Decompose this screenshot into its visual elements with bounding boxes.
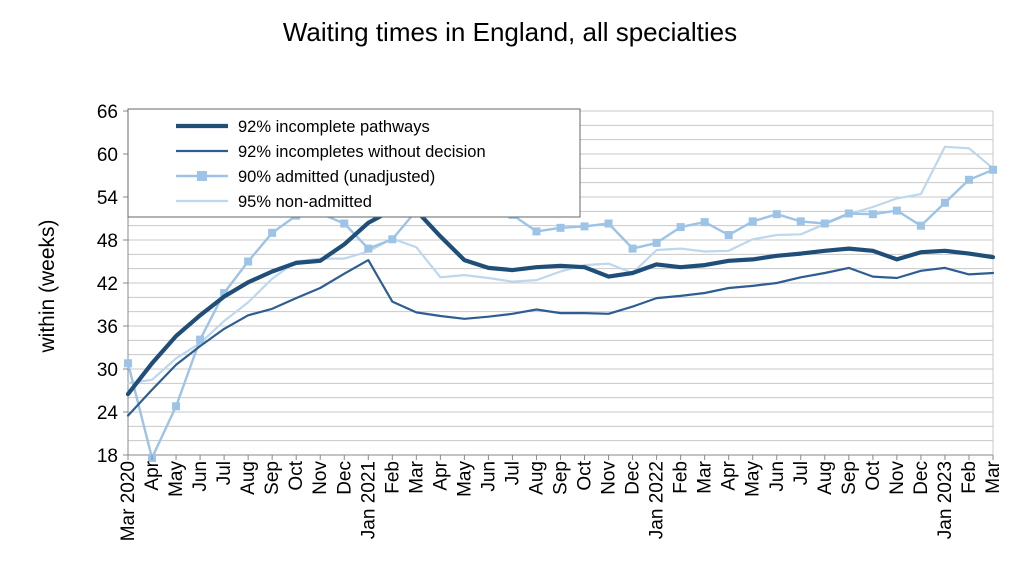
x-tick-label: Apr [430, 460, 451, 490]
x-tick-label: Feb [671, 461, 692, 494]
series-marker [964, 175, 973, 184]
x-tick-label: Aug [815, 461, 836, 495]
series-marker [916, 221, 925, 230]
x-tick-label: May [166, 461, 187, 497]
series-1 [126, 259, 995, 417]
y-axis-ticks: 18 24 30 36 42 48 54 60 66 [97, 102, 128, 467]
x-tick-label: Dec [911, 461, 932, 495]
x-tick-label: Jan 2023 [935, 461, 956, 539]
x-tick-label: Mar [406, 460, 427, 493]
legend-label: 90% admitted (unadjusted) [238, 168, 435, 186]
x-tick-label: May [743, 461, 764, 497]
x-tick-label: Mar [983, 460, 1004, 493]
series-marker [868, 210, 877, 219]
series-marker [700, 218, 709, 227]
y-tick-label: 48 [97, 231, 118, 252]
y-axis-label: within (weeks) [36, 219, 59, 353]
series-marker [676, 223, 685, 232]
legend-item: 92% incomplete pathways [176, 118, 430, 136]
x-tick-label: Sep [839, 461, 860, 495]
series-marker [556, 223, 565, 232]
x-tick-label: Oct [575, 460, 596, 490]
x-tick-label: Jul [791, 461, 812, 485]
series-marker [532, 227, 541, 236]
series-marker [172, 402, 181, 411]
series-0 [125, 207, 996, 397]
x-tick-label: Nov [599, 461, 620, 495]
legend-label: 92% incompletes without decision [238, 143, 486, 161]
x-tick-label: Jan 2021 [358, 461, 379, 539]
x-tick-label: Dec [623, 461, 644, 495]
x-tick-label: Apr [719, 460, 740, 490]
series-marker [340, 219, 349, 228]
series-marker [989, 165, 997, 174]
x-tick-label: Jun [767, 461, 788, 492]
y-tick-label: 60 [97, 145, 118, 166]
legend-label: 92% incomplete pathways [238, 118, 430, 136]
series-marker [244, 257, 253, 266]
series-marker [820, 219, 829, 228]
y-tick-label: 24 [97, 403, 119, 424]
x-tick-label: Feb [382, 461, 403, 494]
x-tick-label: Sep [551, 461, 572, 495]
x-tick-label: Feb [959, 461, 980, 494]
series-marker [364, 244, 373, 253]
series-marker [268, 228, 277, 237]
legend-label: 95% non-admitted [238, 193, 372, 211]
series-marker [724, 230, 733, 239]
series-line [125, 207, 996, 397]
y-tick-label: 54 [97, 188, 119, 209]
series-marker [604, 219, 613, 228]
series-marker [580, 222, 589, 231]
y-tick-label: 66 [97, 102, 118, 123]
series-marker [748, 217, 757, 226]
y-tick-label: 36 [97, 317, 118, 338]
x-tick-label: Jun [478, 461, 499, 492]
legend-item: 92% incompletes without decision [176, 143, 486, 161]
series-marker [892, 206, 901, 215]
series-marker [844, 209, 853, 218]
series-line [126, 259, 995, 417]
y-tick-label: 42 [97, 274, 118, 295]
legend-item: 95% non-admitted [176, 193, 372, 211]
series-marker [796, 217, 805, 226]
series-marker [772, 210, 781, 219]
series-marker [196, 335, 205, 344]
series-marker [940, 198, 949, 207]
legend-marker [197, 171, 207, 181]
x-tick-label: Aug [526, 461, 547, 495]
x-tick-label: Jun [190, 461, 211, 492]
legend: 92% incomplete pathways 92% incompletes w… [127, 108, 581, 218]
legend-item: 90% admitted (unadjusted) [176, 168, 435, 186]
chart-title: Waiting times in England, all specialtie… [283, 17, 737, 47]
x-tick-label: Jan 2022 [647, 461, 668, 539]
x-axis-ticks: Mar 2020 Apr May Jun Jul Aug Sep Oct Nov Dec Jan 2… [118, 455, 1004, 541]
series-marker [628, 244, 637, 253]
x-tick-label: Sep [262, 461, 283, 495]
series-marker [124, 359, 132, 368]
x-tick-label: Mar [695, 460, 716, 493]
x-tick-label: Aug [238, 461, 259, 495]
x-tick-label: Jul [214, 461, 235, 485]
x-tick-label: Mar 2020 [118, 461, 139, 541]
x-tick-label: Dec [334, 461, 355, 495]
x-tick-label: May [454, 461, 475, 497]
series-marker [388, 235, 397, 244]
x-tick-label: Oct [286, 460, 307, 490]
x-tick-label: Oct [863, 460, 884, 490]
x-tick-label: Nov [310, 461, 331, 495]
x-tick-label: Nov [887, 461, 908, 495]
x-tick-label: Jul [502, 461, 523, 485]
series-marker [652, 238, 661, 247]
series-marker [220, 289, 229, 298]
y-tick-label: 30 [97, 360, 118, 381]
y-tick-label: 18 [97, 446, 118, 467]
x-tick-label: Apr [142, 460, 163, 490]
